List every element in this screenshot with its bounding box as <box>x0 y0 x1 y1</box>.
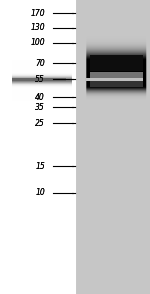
Text: 10: 10 <box>35 188 45 197</box>
Text: 35: 35 <box>35 103 45 112</box>
Text: 15: 15 <box>35 162 45 171</box>
Text: 40: 40 <box>35 93 45 101</box>
Bar <box>75 0 150 294</box>
Text: 35: 35 <box>35 103 45 112</box>
Bar <box>0 0 75 294</box>
Text: 130: 130 <box>30 24 45 32</box>
Text: 100: 100 <box>30 38 45 47</box>
Text: 15: 15 <box>35 162 45 171</box>
Text: 55: 55 <box>35 75 45 84</box>
Bar <box>85 78 142 81</box>
Text: 25: 25 <box>35 119 45 128</box>
Bar <box>90 55 142 71</box>
Bar <box>90 80 142 88</box>
Bar <box>12 78 66 81</box>
Bar <box>90 72 142 78</box>
Text: 70: 70 <box>35 59 45 68</box>
Text: 170: 170 <box>30 9 45 18</box>
Text: 40: 40 <box>35 93 45 101</box>
Text: 130: 130 <box>30 24 45 32</box>
Text: 100: 100 <box>30 38 45 47</box>
Text: 70: 70 <box>35 59 45 68</box>
Text: 170: 170 <box>30 9 45 18</box>
Text: 10: 10 <box>35 188 45 197</box>
Text: 55: 55 <box>35 75 45 84</box>
Text: 25: 25 <box>35 119 45 128</box>
